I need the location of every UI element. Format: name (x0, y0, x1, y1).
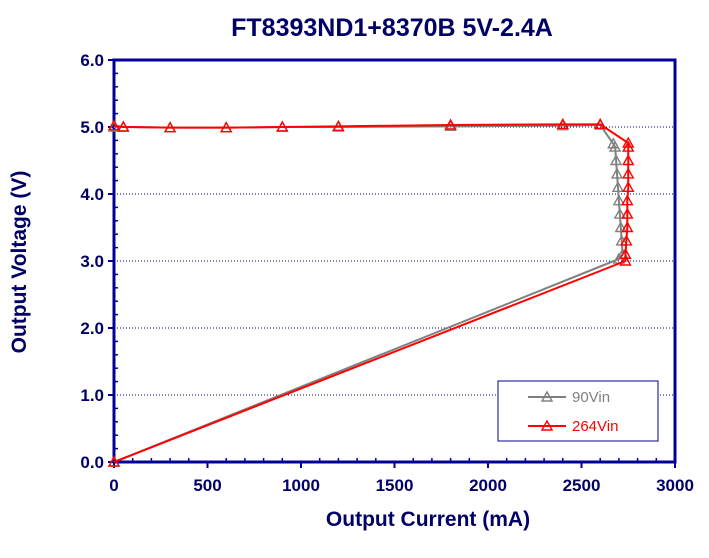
chart-title: FT8393ND1+8370B 5V-2.4A (231, 14, 553, 42)
data-point (609, 154, 623, 166)
data-point (614, 221, 627, 233)
y-tick-label: 0.0 (80, 453, 104, 472)
legend-box (497, 380, 659, 442)
data-point (332, 119, 345, 132)
data-point (107, 455, 121, 467)
data-point (610, 167, 624, 179)
y-tick-label: 4.0 (80, 185, 104, 204)
data-point (619, 254, 632, 266)
x-tick-label: 1000 (282, 476, 320, 495)
data-point (276, 120, 289, 132)
y-tick-label: 2.0 (80, 319, 104, 338)
x-tick-label: 2500 (563, 476, 601, 495)
legend-entry: 90Vin (572, 389, 610, 406)
data-point (220, 121, 233, 133)
data-point (612, 194, 626, 206)
data-point (621, 221, 634, 233)
y-axis-label: Output Voltage (V) (8, 171, 31, 354)
legend: 90Vin 264Vin (497, 380, 659, 442)
data-point (107, 119, 121, 131)
axes: 0.0 1.0 2.0 3.0 4.0 5.0 6.0 0 500 1000 1500 2000 250… (80, 51, 694, 495)
data-point (621, 194, 634, 206)
data-point (619, 247, 632, 259)
data-point (622, 154, 635, 166)
data-point (117, 120, 130, 132)
x-tick-label: 500 (193, 476, 221, 495)
data-point (608, 140, 622, 152)
data-point (444, 118, 457, 130)
data-point (622, 136, 635, 148)
legend-swatch-marker (540, 419, 554, 431)
legend-swatch-marker (540, 390, 554, 402)
data-point (611, 180, 625, 193)
x-axis-label: Output Current (mA) (326, 508, 530, 531)
y-tick-label: 3.0 (80, 252, 104, 271)
x-tick-label: 2000 (469, 476, 507, 495)
x-tick-label: 0 (109, 476, 118, 495)
data-point (556, 117, 569, 130)
data-point (620, 234, 633, 246)
data-point (613, 207, 627, 219)
x-tick-label: 3000 (656, 476, 694, 495)
grid (114, 126, 675, 396)
data-point (594, 117, 607, 130)
y-tick-label: 1.0 (80, 386, 104, 405)
series-1 (107, 117, 635, 467)
legend-entry: 264Vin (572, 418, 618, 435)
data-point (163, 121, 177, 133)
x-tick-label: 1500 (376, 476, 414, 495)
data-point (622, 167, 635, 179)
y-tick-label: 5.0 (80, 118, 104, 137)
data-point (622, 180, 635, 193)
data-point (622, 140, 635, 152)
data-point (621, 207, 634, 219)
series-layer (107, 117, 635, 467)
y-tick-label: 6.0 (80, 51, 104, 70)
